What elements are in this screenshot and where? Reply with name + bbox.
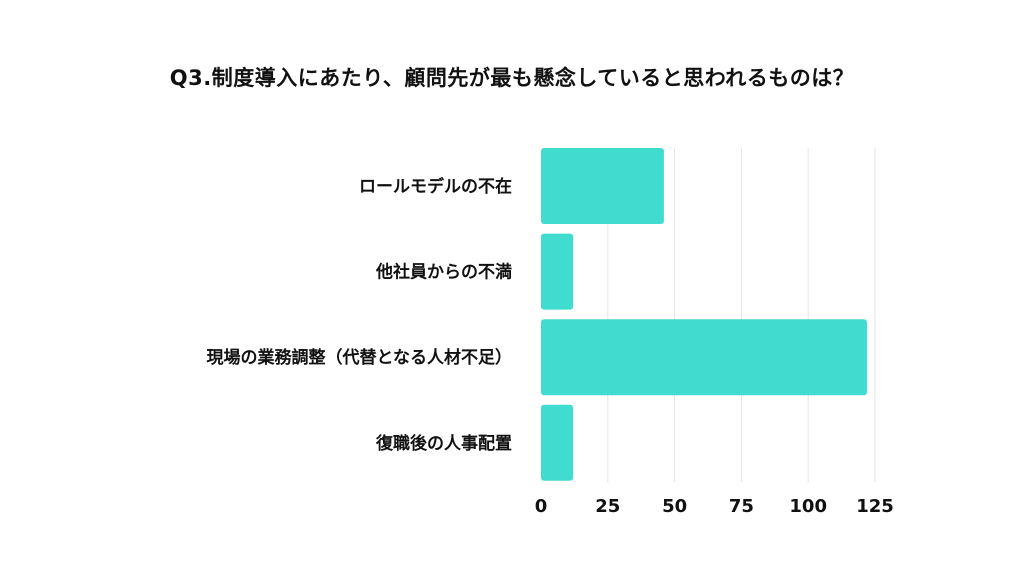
- x-tick-label: 25: [595, 496, 620, 517]
- x-tick-label: 75: [729, 496, 754, 517]
- bar: [541, 233, 574, 310]
- category-label: 他社員からの不満: [375, 262, 512, 283]
- bar: [541, 404, 574, 481]
- x-axis-ticks: 0 25 50 75 100 125: [535, 496, 894, 517]
- bar: [541, 319, 867, 396]
- bar: [541, 148, 664, 224]
- category-label: 現場の業務調整（代替となる人材不足）: [207, 347, 513, 368]
- category-label: ロールモデルの不在: [359, 176, 512, 197]
- x-tick-label: 0: [535, 496, 548, 517]
- x-tick-label: 100: [789, 496, 827, 517]
- x-tick-label: 125: [856, 496, 894, 517]
- x-tick-label: 50: [662, 496, 687, 517]
- bars: [541, 148, 867, 481]
- category-label: 復職後の人事配置: [375, 433, 512, 454]
- chart-title: Q3.制度導入にあたり、顧問先が最も懸念していると思われるものは？: [169, 66, 855, 90]
